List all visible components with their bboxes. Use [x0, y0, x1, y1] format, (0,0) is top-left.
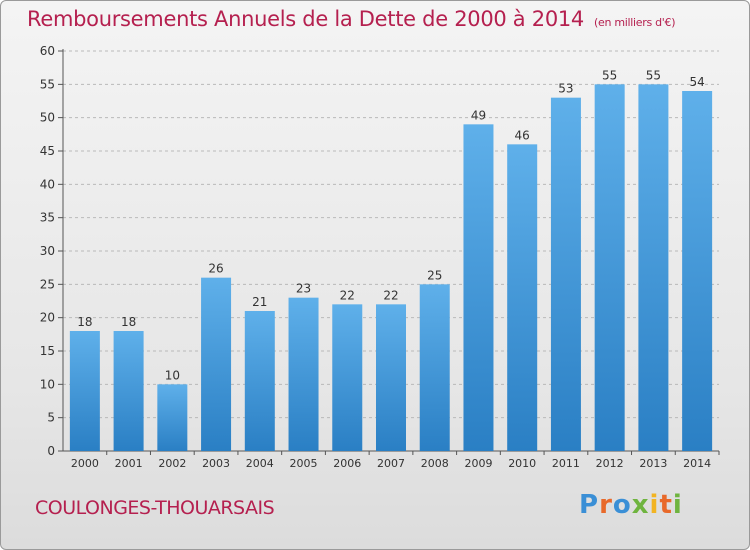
y-tick-label: 40: [40, 177, 55, 191]
bar: [638, 84, 669, 451]
x-tick-label: 2005: [290, 457, 318, 470]
bar-value-label: 18: [77, 315, 92, 329]
y-tick-label: 30: [40, 244, 55, 258]
x-tick-label: 2004: [246, 457, 274, 470]
bar-value-label: 55: [646, 68, 661, 82]
x-tick-label: 2006: [333, 457, 361, 470]
y-tick-label: 0: [47, 444, 55, 458]
y-tick-label: 35: [40, 211, 55, 225]
chart-title-text: Remboursements Annuels de la Dette de 20…: [27, 7, 584, 31]
bar-value-label: 54: [689, 75, 704, 89]
commune-name: COULONGES-THOUARSAIS: [35, 497, 275, 519]
y-tick-label: 50: [40, 111, 55, 125]
y-tick-label: 20: [40, 311, 55, 325]
y-tick-label: 25: [40, 277, 55, 291]
chart-bars: [69, 84, 713, 452]
bar-value-label: 26: [208, 262, 223, 276]
x-tick-label: 2001: [115, 457, 143, 470]
x-tick-label: 2012: [596, 457, 624, 470]
bar-value-label: 55: [602, 68, 617, 82]
bar: [682, 91, 713, 451]
y-tick-label: 45: [40, 144, 55, 158]
bar-value-label: 25: [427, 268, 442, 282]
bar: [113, 331, 144, 451]
chart-axes: 0 5 10 15 20 25 30 35 40 45 50 55 60 2000 2001 2002 2003…: [40, 44, 720, 470]
bar-value-label: 49: [471, 108, 486, 122]
chart-data-labels: 18 18 10 26 21 23 22 22 25 49 46 53 55 55 54: [77, 68, 705, 382]
y-tick-label: 60: [40, 44, 55, 58]
chart-subtitle: (en milliers d'€): [594, 16, 676, 29]
y-tick-label: 10: [40, 377, 55, 391]
bar: [201, 277, 232, 451]
bar: [507, 144, 538, 452]
chart-title: Remboursements Annuels de la Dette de 20…: [27, 7, 675, 31]
x-tick-label: 2007: [377, 457, 405, 470]
bar-value-label: 23: [296, 282, 311, 296]
x-tick-label: 2008: [421, 457, 449, 470]
x-tick-label: 2009: [464, 457, 492, 470]
bar: [550, 97, 581, 452]
proxiti-logo: Proxiti: [579, 490, 683, 520]
bar-value-label: 53: [558, 82, 573, 96]
bar: [463, 124, 494, 451]
x-tick-label: 2010: [508, 457, 536, 470]
x-tick-label: 2011: [552, 457, 580, 470]
x-tick-label: 2002: [158, 457, 186, 470]
bar: [376, 304, 406, 451]
bar-chart: 0 5 10 15 20 25 30 35 40 45 50 55 60 2000 2001 2002 2003…: [40, 44, 720, 470]
bar-value-label: 21: [252, 295, 267, 309]
y-tick-label: 5: [47, 411, 55, 425]
y-tick-label: 15: [40, 344, 55, 358]
bar: [332, 304, 363, 451]
bar-value-label: 22: [383, 288, 398, 302]
bar: [69, 331, 100, 451]
bar: [288, 297, 319, 451]
bar-value-label: 18: [121, 315, 136, 329]
bar: [419, 284, 450, 451]
y-tick-label: 55: [40, 77, 55, 91]
bar-value-label: 10: [165, 368, 180, 382]
bar-value-label: 22: [340, 288, 355, 302]
x-tick-label: 2013: [639, 457, 667, 470]
x-tick-label: 2000: [71, 457, 99, 470]
x-tick-label: 2014: [683, 457, 711, 470]
bar: [594, 84, 625, 451]
bar: [244, 311, 275, 451]
bar: [157, 384, 188, 451]
bar-value-label: 46: [515, 128, 530, 142]
x-tick-label: 2003: [202, 457, 230, 470]
